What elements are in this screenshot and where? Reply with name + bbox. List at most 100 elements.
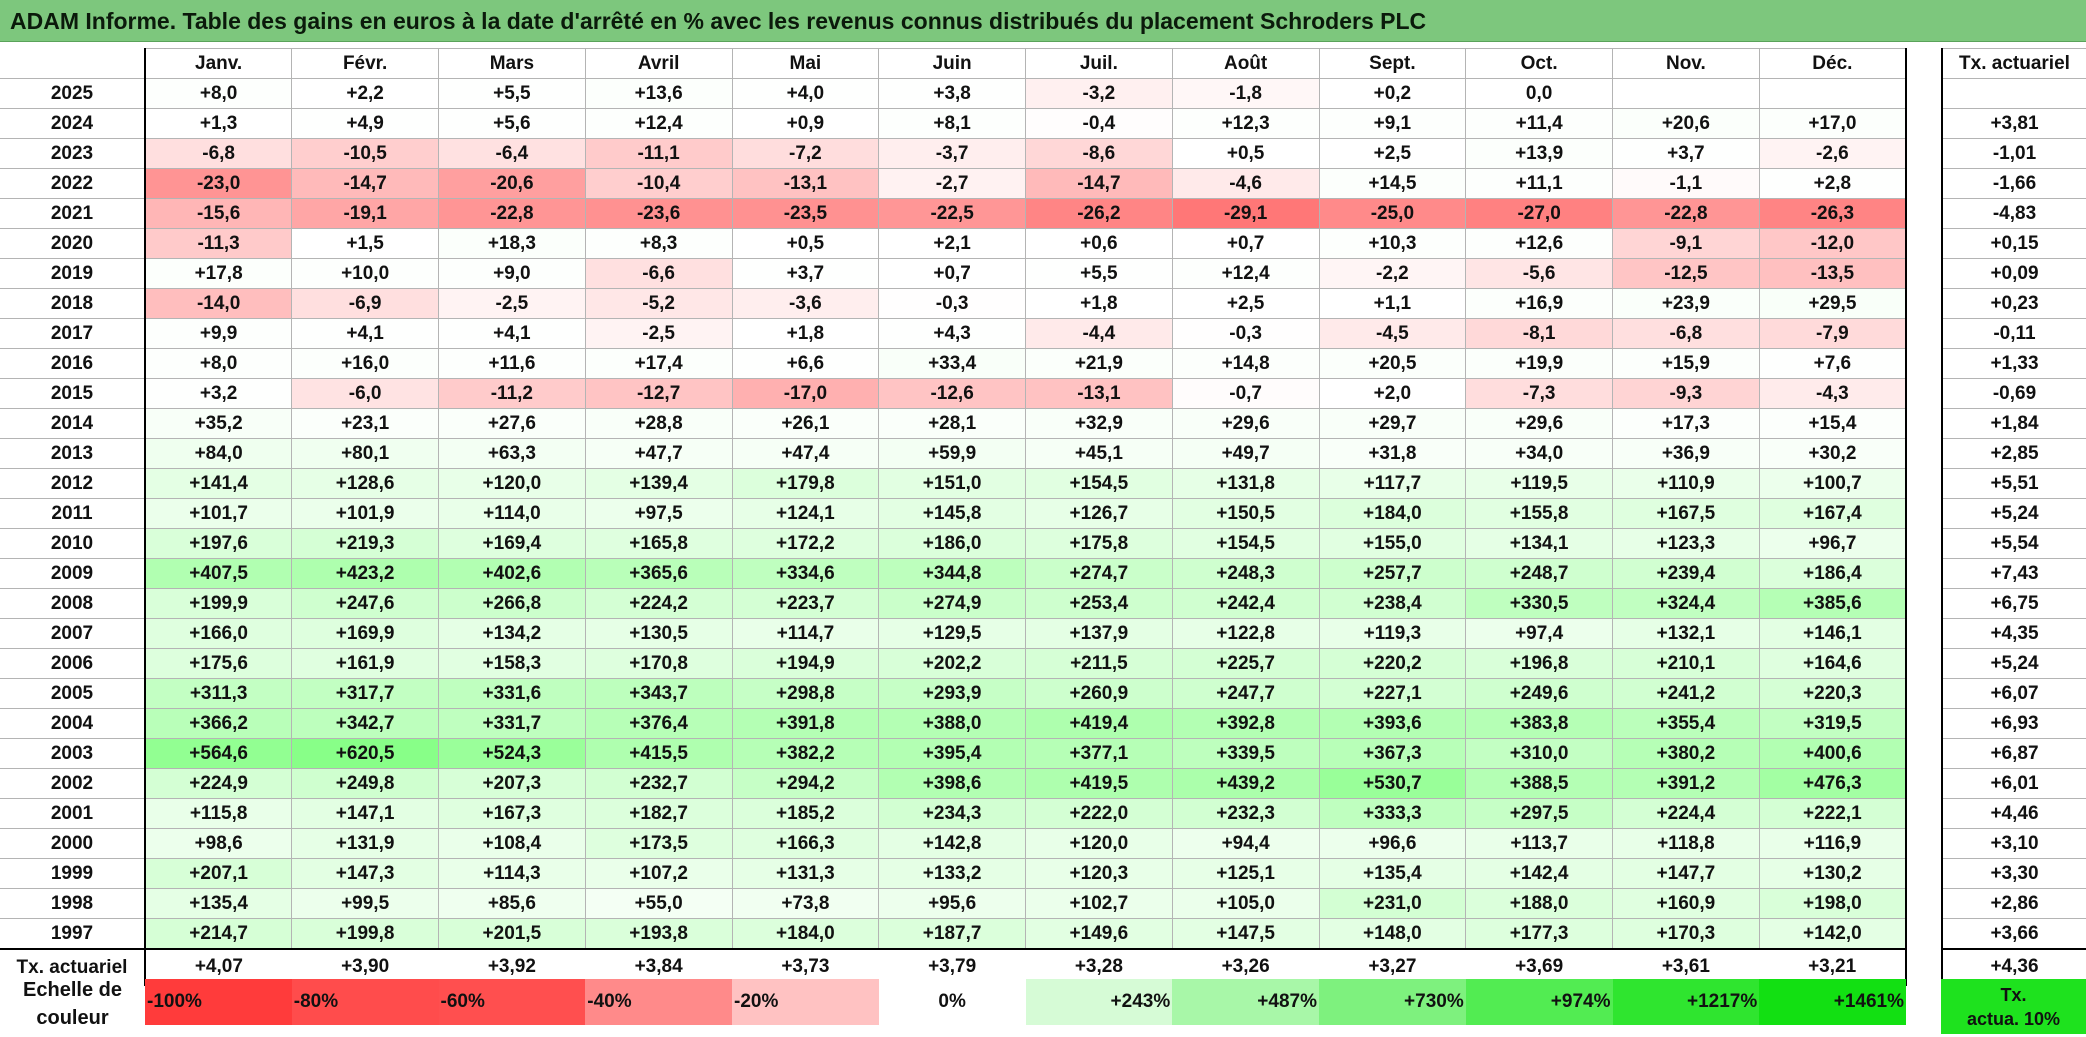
- gain-cell: +16,0: [291, 348, 439, 379]
- title-bar: ADAM Informe. Table des gains en euros à…: [0, 0, 2086, 42]
- table-row: 2022 -23,0 -14,7 -20,6 -10,4 -13,1 -2,7 -14,7 -4…: [0, 168, 1907, 199]
- gain-cell: +1,3: [144, 108, 293, 139]
- gain-cell: +620,5: [291, 738, 439, 769]
- gain-cell: +5,5: [1025, 258, 1173, 289]
- gain-cell: +198,0: [1758, 888, 1907, 919]
- gain-cell: +130,5: [584, 618, 733, 649]
- gain-cell: +8,3: [584, 228, 733, 259]
- gain-cell: +247,6: [291, 588, 439, 619]
- gain-cell: +12,4: [1171, 258, 1320, 289]
- gain-cell: +1,1: [1318, 288, 1467, 319]
- gain-cell: +5,5: [438, 78, 586, 109]
- tx-row: -1,01: [1941, 138, 2086, 169]
- tx-row: +6,87: [1941, 738, 2086, 769]
- table-row: 2017 +9,9 +4,1 +4,1 -2,5 +1,8 +4,3 -4,4 -0,3 -4,5…: [0, 318, 1907, 349]
- gain-cell: +319,5: [1758, 708, 1907, 739]
- gain-cell: +185,2: [731, 798, 880, 829]
- gain-cell: -5,6: [1465, 258, 1613, 289]
- gain-cell: +135,4: [144, 888, 293, 919]
- gain-cell: +419,5: [1025, 768, 1173, 799]
- gain-cell: +161,9: [291, 648, 439, 679]
- year-label: 1997: [0, 918, 146, 950]
- color-scale-cell: -60%: [438, 979, 586, 1025]
- gain-cell: +297,5: [1465, 798, 1613, 829]
- gain-cell: +18,3: [438, 228, 586, 259]
- gain-cell: +317,7: [291, 678, 439, 709]
- gain-cell: -2,5: [584, 318, 733, 349]
- tx-cell: +3,30: [1941, 858, 2086, 889]
- tx-row: [1941, 78, 2086, 109]
- gain-cell: +47,4: [731, 438, 880, 469]
- gain-cell: -7,3: [1465, 378, 1613, 409]
- gain-cell: -6,0: [291, 378, 439, 409]
- gain-cell: +13,6: [584, 78, 733, 109]
- year-label: 2022: [0, 168, 146, 199]
- gain-cell: +419,4: [1025, 708, 1173, 739]
- tx-cell: +5,51: [1941, 468, 2086, 499]
- color-scale-cell: +487%: [1172, 979, 1319, 1025]
- gain-cell: +239,4: [1612, 558, 1760, 589]
- gain-cell: +12,3: [1171, 108, 1320, 139]
- gain-cell: +187,7: [878, 918, 1026, 950]
- gain-cell: +398,6: [878, 768, 1026, 799]
- tx-cell: +6,01: [1941, 768, 2086, 799]
- gain-cell: +55,0: [584, 888, 733, 919]
- gain-cell: +193,8: [584, 918, 733, 950]
- gain-cell: -7,2: [731, 138, 880, 169]
- gain-cell: -4,5: [1318, 318, 1467, 349]
- gain-cell: -0,3: [1171, 318, 1320, 349]
- tx-row: +0,15: [1941, 228, 2086, 259]
- gain-cell: +2,5: [1318, 138, 1467, 169]
- gain-cell: +11,1: [1465, 168, 1613, 199]
- gain-cell: +101,7: [144, 498, 293, 529]
- tx-row: +3,10: [1941, 828, 2086, 859]
- tx-row: +6,75: [1941, 588, 2086, 619]
- gain-cell: +117,7: [1318, 468, 1467, 499]
- gain-cell: +135,4: [1318, 858, 1467, 889]
- gain-cell: +0,9: [731, 108, 880, 139]
- gain-cell: [1758, 78, 1907, 109]
- gain-cell: +166,0: [144, 618, 293, 649]
- tx-cell: +3,81: [1941, 108, 2086, 139]
- table-row: 2024 +1,3 +4,9 +5,6 +12,4 +0,9 +8,1 -0,4 +12,3 +9…: [0, 108, 1907, 139]
- gain-cell: +148,0: [1318, 918, 1467, 950]
- gain-cell: -23,5: [731, 198, 880, 229]
- year-label: 2007: [0, 618, 146, 649]
- tx-row: -0,11: [1941, 318, 2086, 349]
- gain-cell: +17,3: [1612, 408, 1760, 439]
- tx-row: +4,35: [1941, 618, 2086, 649]
- gain-cell: +232,3: [1171, 798, 1320, 829]
- gain-cell: +311,3: [144, 678, 293, 709]
- gain-cell: -7,9: [1758, 318, 1907, 349]
- gain-cell: +139,4: [584, 468, 733, 499]
- gain-cell: +101,9: [291, 498, 439, 529]
- gain-cell: +184,0: [731, 918, 880, 950]
- year-label: 2004: [0, 708, 146, 739]
- tx-cell: -0,11: [1941, 318, 2086, 349]
- gain-cell: -13,5: [1758, 258, 1907, 289]
- tx-cell: +6,75: [1941, 588, 2086, 619]
- gain-cell: -3,2: [1025, 78, 1173, 109]
- color-scale-cell: -40%: [585, 979, 732, 1025]
- table-row: 2015 +3,2 -6,0 -11,2 -12,7 -17,0 -12,6 -13,1 -0,…: [0, 378, 1907, 409]
- gain-cell: -26,3: [1758, 198, 1907, 229]
- gain-cell: +260,9: [1025, 678, 1173, 709]
- gain-cell: -14,7: [1025, 168, 1173, 199]
- gain-cell: +170,3: [1612, 918, 1760, 950]
- gain-cell: -26,2: [1025, 198, 1173, 229]
- gain-cell: +415,5: [584, 738, 733, 769]
- tx-cell: +2,85: [1941, 438, 2086, 469]
- color-scale-cell: -20%: [732, 979, 879, 1025]
- gain-cell: +96,7: [1758, 528, 1907, 559]
- gain-cell: +9,0: [438, 258, 586, 289]
- gain-cell: +219,3: [291, 528, 439, 559]
- gain-cell: +0,7: [878, 258, 1026, 289]
- gain-cell: -6,8: [1612, 318, 1760, 349]
- gain-cell: +158,3: [438, 648, 586, 679]
- gain-cell: +8,1: [878, 108, 1026, 139]
- month-header-7: Juil.: [1025, 48, 1173, 79]
- gain-cell: +4,0: [731, 78, 880, 109]
- year-label: 2003: [0, 738, 146, 769]
- year-label: 2024: [0, 108, 146, 139]
- gain-cell: +293,9: [878, 678, 1026, 709]
